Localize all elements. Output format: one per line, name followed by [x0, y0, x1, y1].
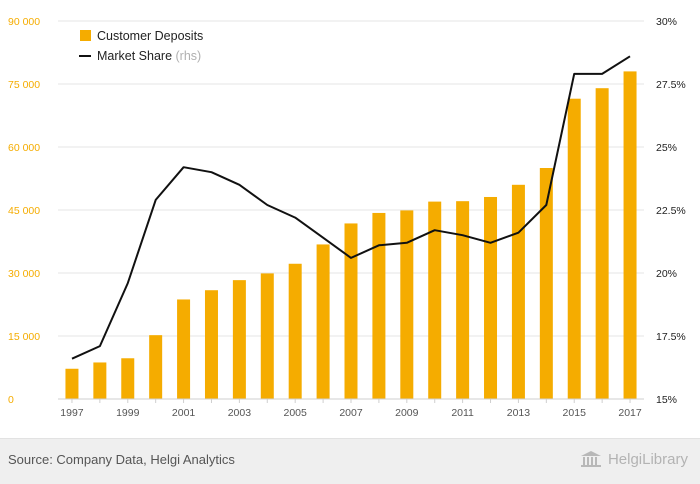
- left-axis-tick-label: 0: [8, 394, 14, 406]
- right-axis-tick-label: 30%: [656, 16, 677, 28]
- combo-chart: 0 15 000 30 000 45 000 60 000 75 000 90 000 15%…: [8, 16, 686, 419]
- market-share-line: [71, 55, 631, 360]
- x-axis-tick-label: 2013: [507, 407, 531, 419]
- deposit-bar: [260, 273, 274, 399]
- left-axis-tick-label: 45 000: [8, 205, 40, 217]
- left-axis-tick-label: 75 000: [8, 79, 40, 91]
- deposit-bar: [484, 196, 498, 399]
- source-note: Source: Company Data, Helgi Analytics: [8, 452, 235, 467]
- deposit-bar: [456, 201, 470, 399]
- deposit-bar: [288, 263, 302, 399]
- legend-bar-swatch: [80, 30, 91, 41]
- deposit-bar: [567, 98, 581, 399]
- deposit-bars: [65, 71, 637, 400]
- x-axis-tick-label: 2009: [395, 407, 419, 419]
- left-axis-tick-label: 60 000: [8, 142, 40, 154]
- brand-logo[interactable]: HelgiLibrary: [580, 450, 688, 468]
- legend: Customer Deposits Market Share (rhs): [79, 29, 203, 63]
- right-axis-tick-label: 17.5%: [656, 331, 686, 343]
- right-axis-tick-label: 27.5%: [656, 79, 686, 91]
- deposit-bar: [372, 212, 386, 399]
- x-axis-tick-label: 1999: [116, 407, 140, 419]
- axes: 0 15 000 30 000 45 000 60 000 75 000 90 000 15%…: [8, 16, 686, 419]
- legend-label-market-share: Market Share (rhs): [97, 49, 201, 63]
- left-axis-tick-label: 90 000: [8, 16, 40, 28]
- deposit-bar: [177, 299, 191, 399]
- x-axis-tick-label: 2015: [563, 407, 587, 419]
- deposit-bar: [623, 71, 637, 400]
- x-axis-tick-label: 2011: [451, 407, 474, 419]
- deposit-bar: [344, 223, 358, 399]
- brand-name: HelgiLibrary: [607, 450, 688, 468]
- legend-label-deposits: Customer Deposits: [97, 29, 203, 43]
- deposit-bar: [428, 201, 442, 399]
- right-axis-tick-label: 25%: [656, 142, 677, 154]
- deposit-bar: [65, 368, 79, 399]
- x-axis-tick-label: 2007: [339, 407, 363, 419]
- right-axis-tick-label: 22.5%: [656, 205, 686, 217]
- deposit-bar: [316, 244, 330, 399]
- deposit-bar: [511, 184, 525, 399]
- x-axis-tick-label: 1997: [60, 407, 84, 419]
- deposit-bar: [93, 362, 107, 399]
- deposit-bar: [149, 335, 163, 399]
- left-axis-tick-label: 30 000: [8, 268, 40, 280]
- x-axis-tick-label: 2017: [618, 407, 642, 419]
- x-axis-tick-label: 2005: [284, 407, 308, 419]
- x-axis-tick-label: 2001: [172, 407, 196, 419]
- deposit-bar: [400, 210, 414, 399]
- left-axis-tick-label: 15 000: [8, 331, 40, 343]
- market-share-line-group: [71, 55, 631, 360]
- deposit-bar: [232, 280, 246, 399]
- deposit-bar: [121, 358, 135, 399]
- right-axis-tick-label: 15%: [656, 394, 677, 406]
- library-building-icon: [580, 451, 601, 467]
- deposit-bar: [204, 290, 218, 399]
- x-axis-tick-label: 2003: [228, 407, 252, 419]
- deposit-bar: [595, 88, 609, 399]
- deposit-bar: [539, 168, 553, 399]
- footer-bar: Source: Company Data, Helgi Analytics He…: [0, 438, 700, 484]
- right-axis-tick-label: 20%: [656, 268, 677, 280]
